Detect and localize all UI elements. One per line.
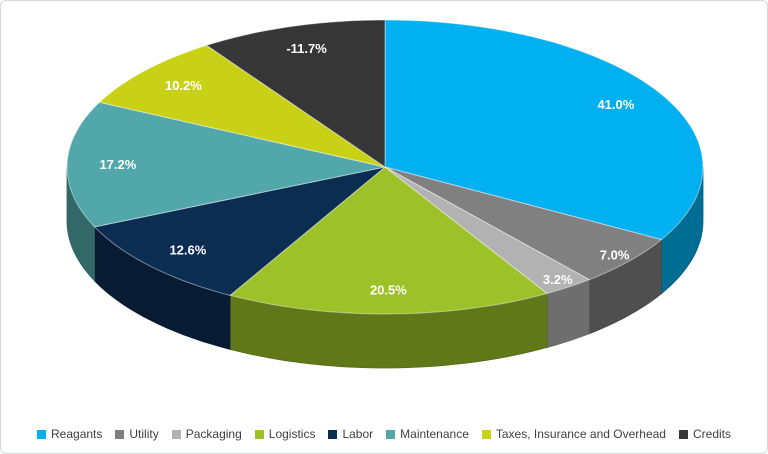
pie-slice-maintenance	[66, 101, 386, 228]
data-label-logistics: 20.5%	[370, 283, 407, 298]
pie-3d-chart: 41.0% 7.0% 3.2% 20.5% 12.6% 17.2% 10.2% -11.7%	[1, 1, 767, 401]
legend-marker-credits	[678, 429, 688, 439]
legend-marker-packaging	[171, 429, 181, 439]
legend-item-taxes-insurance-and-overhead: Taxes, Insurance and Overhead	[481, 427, 666, 441]
pie-slice-credits	[206, 19, 386, 168]
pie-slice-utility	[384, 166, 662, 281]
legend-marker-reagants	[37, 429, 46, 439]
pie-slice-labor	[94, 166, 386, 296]
pie-slice-taxes-insurance-and-overhead	[99, 44, 386, 168]
legend-marker-maintenance	[386, 429, 396, 439]
legend-item-labor: Labor	[328, 427, 373, 441]
legend-label-logistics: Logistics	[268, 427, 316, 441]
legend-item-reagants: Reagants	[37, 427, 102, 441]
legend-label-packaging: Packaging	[185, 427, 242, 441]
legend-label-taxes-insurance-and-overhead: Taxes, Insurance and Overhead	[495, 427, 666, 441]
data-label-packaging: 3.2%	[543, 272, 573, 287]
legend-marker-logistics	[254, 429, 264, 439]
legend-marker-taxes-insurance-and-overhead	[481, 429, 491, 439]
legend-item-packaging: Packaging	[171, 427, 242, 441]
legend-marker-utility	[115, 429, 125, 439]
legend-item-credits: Credits	[678, 427, 731, 441]
chart-legend: Reagants Utility Packaging Logistics Labor Ma…	[1, 427, 767, 441]
pie-slice-reagants	[384, 19, 704, 241]
data-label-utility: 7.0%	[600, 248, 630, 263]
pie-slice-side-maintenance	[66, 167, 95, 282]
data-label-credits: -11.7%	[286, 41, 327, 56]
legend-marker-labor	[328, 429, 338, 439]
data-label-labor: 12.6%	[169, 242, 206, 257]
data-label-maintenance: 17.2%	[99, 157, 136, 172]
legend-item-maintenance: Maintenance	[386, 427, 469, 441]
pie-slice-packaging	[384, 166, 590, 294]
legend-label-maintenance: Maintenance	[400, 427, 469, 441]
data-label-taxes-insurance-and-overhead: 10.2%	[165, 78, 202, 93]
legend-item-logistics: Logistics	[254, 427, 316, 441]
legend-label-utility: Utility	[129, 427, 159, 441]
pie-slice-logistics	[229, 166, 548, 315]
legend-label-reagants: Reagants	[51, 427, 103, 441]
data-label-reagants: 41.0%	[597, 97, 634, 112]
pie-3d-svg: 41.0% 7.0% 3.2% 20.5% 12.6% 17.2% 10.2% -11.7%	[66, 19, 704, 369]
legend-label-credits: Credits	[692, 427, 731, 441]
legend-label-labor: Labor	[342, 427, 374, 441]
legend-item-utility: Utility	[115, 427, 159, 441]
